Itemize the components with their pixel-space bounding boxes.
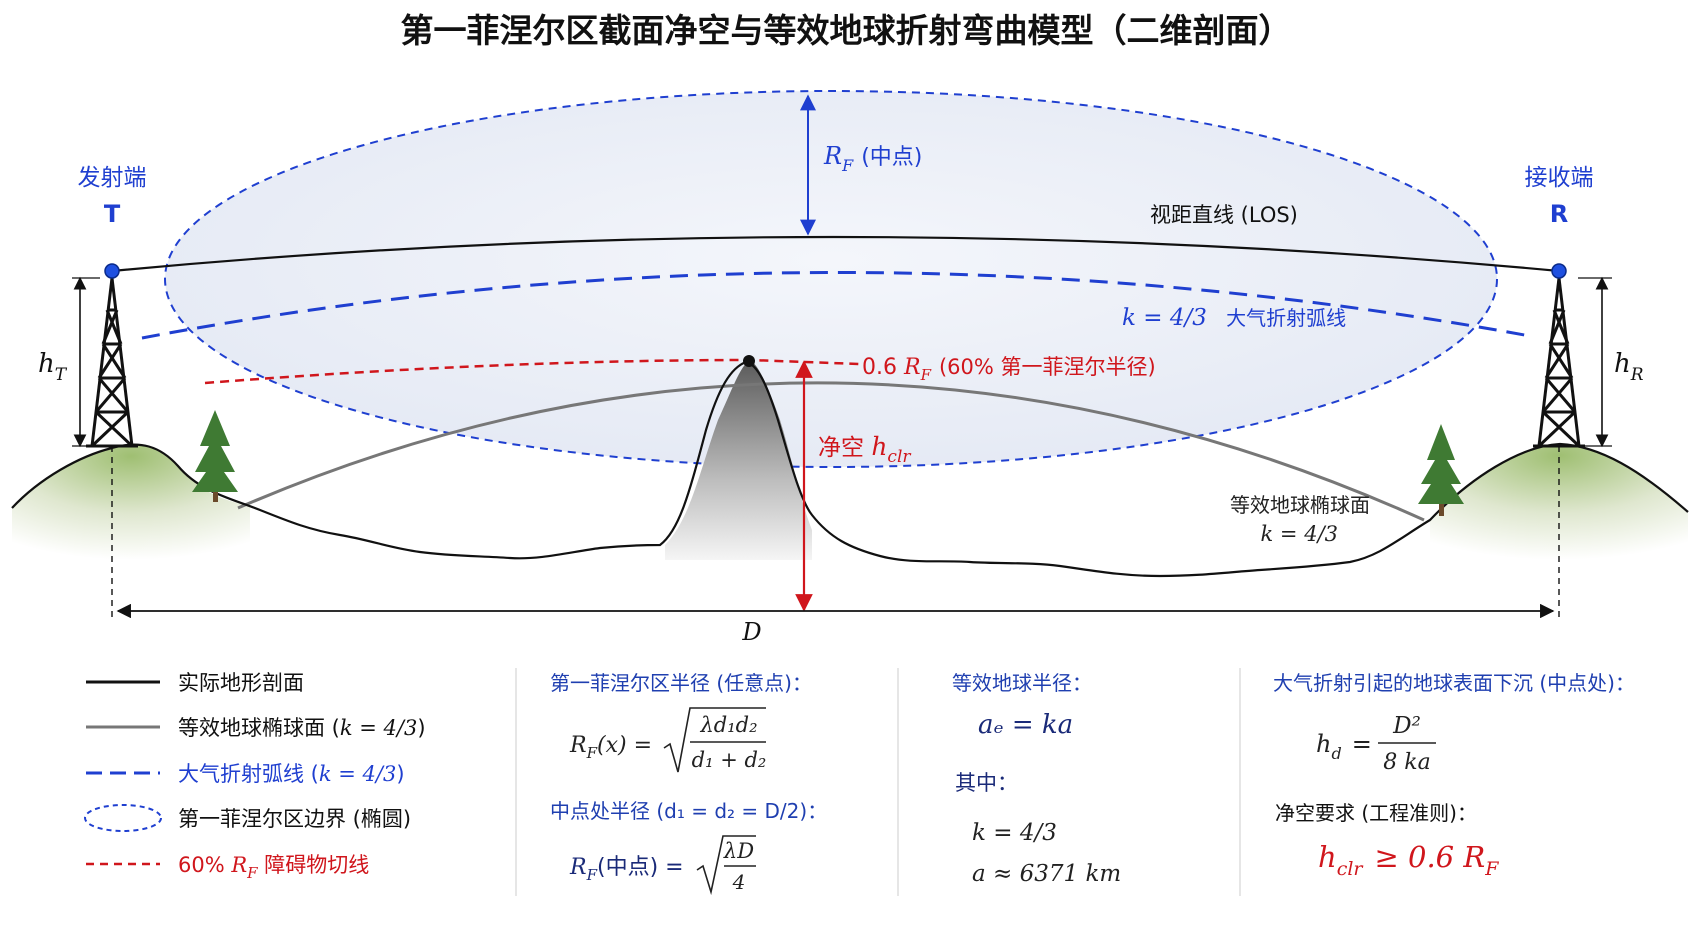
- req-rhs: ≥ 0.6 R: [1375, 840, 1486, 874]
- fresnel-zone-ellipse: [164, 90, 1498, 468]
- receiver-letter: R: [1550, 200, 1568, 228]
- bulge-numerator: D²: [1392, 713, 1421, 739]
- rf-mid-sub: F: [841, 156, 854, 175]
- hr-sym: h: [1614, 349, 1631, 379]
- legend-3-text: 第一菲涅尔区边界 (椭圆): [178, 807, 411, 831]
- receiver-label: 接收端: [1525, 165, 1594, 191]
- receiver-tower: [1533, 277, 1585, 448]
- distance-label: D: [741, 618, 761, 646]
- effective-earth-arc: [237, 381, 1425, 522]
- req-lhs-sub: clr: [1337, 858, 1365, 880]
- transmitter-antenna-dot: [104, 263, 120, 279]
- fresnel-formula-lhs: RF(x) =: [569, 733, 652, 762]
- mid-sqrt-sign: [696, 835, 756, 896]
- mid-numerator: λD: [723, 839, 754, 863]
- earth-label: 等效地球椭球面: [1230, 493, 1370, 517]
- fresnel-denominator: d₁ + d₂: [692, 748, 767, 772]
- transmitter-label: 发射端: [78, 165, 147, 191]
- fresnel-panel-title: 第一菲涅尔区半径 (任意点)：: [550, 671, 812, 695]
- bulge-lhs-sub: d: [1331, 744, 1341, 763]
- bulge-denominator: 8 ka: [1383, 750, 1430, 775]
- legend-text-3: 第一菲涅尔区边界 (椭圆): [178, 807, 411, 831]
- legend-2-tail: ): [396, 762, 404, 786]
- ht-sub: T: [55, 365, 68, 385]
- right-tree: [1418, 424, 1464, 516]
- legend-text-4: 60% RF 障碍物切线: [178, 853, 369, 882]
- clearance-sub: clr: [887, 447, 911, 467]
- clearance-text: 净空: [818, 435, 871, 461]
- requirement-title: 净空要求 (工程准则)：: [1275, 801, 1477, 825]
- req-lhs-sym: h: [1318, 840, 1337, 874]
- obstacle-line-label: 0.6 RF (60% 第一菲涅尔半径): [862, 355, 1156, 384]
- mid-lhs-arg: (中点) =: [597, 855, 684, 880]
- earth-label-math: k = 4/3: [1261, 522, 1338, 546]
- left-hill: [12, 444, 250, 560]
- receiver-antenna-dot: [1551, 263, 1567, 279]
- fresnel-numerator: λd₁d₂: [699, 713, 757, 737]
- peak-tangent-point: [743, 355, 755, 367]
- rf-mid-sym: R: [823, 142, 842, 170]
- legend-text-1: 等效地球椭球面 (k = 4/3): [178, 716, 426, 740]
- bulge-lhs-sym: h: [1316, 730, 1331, 758]
- refraction-math: k = 4/3: [1122, 305, 1207, 331]
- legend-4-sub: F: [246, 864, 258, 882]
- legend-text-0: 实际地形剖面: [178, 671, 304, 695]
- transmitter-height-label: hT: [38, 349, 68, 385]
- mid-denominator: 4: [732, 870, 746, 894]
- bulge-panel-title: 大气折射引起的地球表面下沉 (中点处)：: [1273, 671, 1635, 695]
- obstacle-prefix: 0.6: [862, 355, 904, 380]
- legend-1-math: k = 4/3: [340, 716, 417, 740]
- earth-formula: aₑ = ka: [978, 710, 1073, 740]
- fresnel-lhs-sym: R: [569, 733, 587, 758]
- requirement-formula: hclr ≥ 0.6 RF: [1318, 840, 1499, 880]
- refraction-arc: [141, 271, 1531, 340]
- obstacle-sub: F: [920, 366, 932, 384]
- earth-panel-title: 等效地球半径：: [952, 671, 1092, 695]
- legend-4-math: R: [230, 853, 247, 877]
- legend-0-text: 实际地形剖面: [178, 671, 304, 695]
- bulge-lhs: hd =: [1316, 730, 1372, 763]
- legend-1-text: 等效地球椭球面 (: [178, 716, 340, 740]
- legend-4-tail: 障碍物切线: [258, 853, 370, 877]
- rf-mid-label: RF (中点): [823, 142, 922, 175]
- obstacle-sym: R: [903, 355, 921, 380]
- los-line: [111, 235, 1560, 273]
- rf-mid-text: (中点): [861, 145, 922, 170]
- diagram-title: 第一菲涅尔区截面净空与等效地球折射弯曲模型（二维剖面）: [401, 11, 1292, 50]
- earth-k-value: k = 4/3: [972, 820, 1057, 846]
- mid-lhs-sub: F: [586, 866, 598, 884]
- refraction-text: 大气折射弧线: [1226, 306, 1346, 330]
- bulge-equals: =: [1352, 730, 1372, 758]
- transmitter-tower: [86, 277, 138, 448]
- hr-sub: R: [1630, 365, 1644, 385]
- legend-swatch-ellipse: [84, 804, 162, 832]
- fresnel-mid-title: 中点处半径 (d₁ = d₂ = D/2)：: [550, 799, 827, 823]
- earth-a-value: a ≈ 6371 km: [972, 861, 1121, 887]
- fresnel-lhs-sub: F: [586, 744, 598, 762]
- receiver-height-label: hR: [1614, 349, 1644, 385]
- obstacle-text: (60% 第一菲涅尔半径): [939, 355, 1156, 379]
- legend-4-text: 60%: [178, 853, 231, 877]
- clearance-label: 净空 hclr: [818, 432, 911, 467]
- ht-sym: h: [38, 349, 55, 379]
- legend-text-2: 大气折射弧线 (k = 4/3): [178, 762, 405, 786]
- legend-2-math: k = 4/3: [319, 762, 396, 786]
- legend-1-tail: ): [417, 716, 425, 740]
- earth-where: 其中：: [955, 771, 1018, 795]
- fresnel-sqrt-sign: [663, 707, 766, 773]
- fresnel-lhs-arg: (x) =: [597, 733, 652, 758]
- refraction-label: k = 4/3 大气折射弧线: [1122, 305, 1346, 331]
- legend-2-text: 大气折射弧线 (: [178, 762, 319, 786]
- los-label: 视距直线 (LOS): [1150, 203, 1298, 227]
- left-tree: [192, 410, 238, 502]
- clearance-sym: h: [871, 432, 887, 461]
- terrain-profile: [11, 360, 1689, 578]
- req-rhs-sub: F: [1484, 858, 1499, 880]
- mid-lhs-sym: R: [569, 855, 587, 880]
- fresnel-mid-lhs: RF(中点) =: [569, 855, 684, 884]
- transmitter-letter: T: [104, 200, 121, 228]
